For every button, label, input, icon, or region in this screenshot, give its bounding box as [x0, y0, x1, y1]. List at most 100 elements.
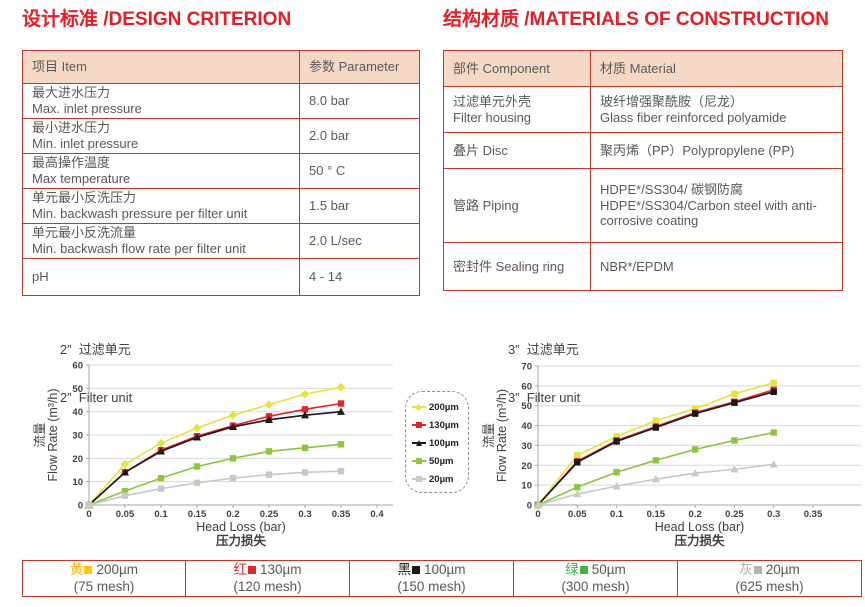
svg-text:压力损失: 压力损失 — [216, 533, 267, 548]
svg-text:0.3: 0.3 — [298, 509, 311, 520]
item-cn: 最高操作温度 — [32, 155, 111, 171]
svg-text:0.35: 0.35 — [804, 509, 823, 520]
item-cell: 最高操作温度 Max temperature — [23, 154, 299, 188]
legend-label: 50µm — [429, 455, 454, 467]
svg-text:0.05: 0.05 — [116, 509, 135, 520]
legend-label: 130µm — [429, 419, 459, 431]
legend-line — [412, 458, 426, 464]
color-swatch-icon — [753, 566, 762, 575]
diamond-marker-icon — [414, 403, 423, 411]
legend-item: 20µm — [406, 470, 468, 488]
component-cn: 管路 Piping — [453, 197, 519, 213]
mesh-legend-cell: 黄 200µm (75 mesh) — [23, 561, 185, 596]
color-name-cn: 绿 — [565, 562, 579, 578]
design-criterion-heading: 设计标准 /DESIGN CRITERION — [22, 9, 292, 30]
value-cell: 50 ° C — [299, 154, 419, 188]
table-row: 管路 Piping HDPE*/SS304/ 碳钢防腐 HDPE*/SS304/… — [444, 168, 842, 242]
component-en: Filter housing — [453, 109, 532, 125]
mesh-size: 20µm — [765, 562, 800, 578]
component-cell: 管路 Piping — [444, 169, 590, 242]
color-swatch-icon — [247, 566, 256, 575]
chart-title-en: 2” Filter unit — [60, 390, 133, 406]
table-row: 过滤单元外壳 Filter housing 玻纤增强聚酰胺（尼龙） Glass … — [444, 86, 842, 132]
square-marker-icon — [416, 458, 422, 464]
mesh-size: 50µm — [591, 562, 626, 578]
color-name-cn: 黄 — [69, 562, 84, 578]
square-marker-icon — [416, 422, 422, 428]
item-cn: 单元最小反洗压力 — [32, 190, 137, 206]
mesh-legend-cell: 灰 20µm (625 mesh) — [677, 561, 861, 596]
chart-title-en: 3” Filter unit — [508, 390, 581, 406]
svg-text:0.2: 0.2 — [226, 509, 239, 520]
value-cell: 2.0 L/sec — [299, 224, 419, 258]
svg-text:0.1: 0.1 — [154, 509, 168, 520]
legend-label: 100µm — [429, 437, 459, 449]
svg-text:0.3: 0.3 — [767, 509, 780, 520]
svg-text:Head Loss (bar): Head Loss (bar) — [655, 520, 745, 534]
mesh-legend-cell: 绿 50µm (300 mesh) — [513, 561, 677, 596]
mesh-size: 130µm — [259, 562, 302, 578]
material-en: Glass fiber reinforced polyamide — [600, 109, 787, 125]
item-cn: 最大进水压力 — [32, 85, 111, 101]
column-header-material: 材质 Material — [590, 51, 842, 86]
table-header-row: 部件 Component 材质 Material — [444, 51, 842, 86]
chart-title-2inch: 2” 过滤单元 2” Filter unit — [60, 309, 132, 439]
item-cn: 单元最小反洗流量 — [32, 225, 137, 241]
component-cn: 密封件 Sealing ring — [453, 258, 565, 274]
table-row: 单元最小反洗压力 Min. backwash pressure per filt… — [23, 188, 419, 223]
svg-text:30: 30 — [521, 441, 532, 452]
material-cn: HDPE*/SS304/ 碳钢防腐 — [600, 182, 744, 198]
svg-text:50: 50 — [72, 384, 83, 395]
material-cell: 玻纤增强聚酰胺（尼龙） Glass fiber reinforced polya… — [590, 87, 842, 132]
chart-legend-box: 200µm 130µm 100µm 50µm 20µm — [405, 391, 469, 493]
table-row: 叠片 Disc 聚丙烯（PP）Polypropylene (PP) — [444, 132, 842, 168]
value-cell: 1.5 bar — [299, 189, 419, 223]
material-en: HDPE*/SS304/Carbon steel with anti-corro… — [600, 197, 817, 229]
flow-rate-chart-3inch: 0 10 20 30 40 50 60 70 0 0.05 0.1 0.15 0.2 0.25 0.3 0.3… — [482, 362, 861, 548]
legend-item: 130µm — [406, 416, 468, 434]
color-swatch-icon — [579, 566, 588, 575]
mesh-count: (625 mesh) — [735, 578, 804, 594]
svg-text:0.25: 0.25 — [260, 509, 279, 520]
svg-text:0: 0 — [86, 509, 91, 520]
svg-text:0.1: 0.1 — [610, 509, 624, 520]
svg-text:0.2: 0.2 — [689, 509, 702, 520]
item-cell: 最小进水压力 Min. inlet pressure — [23, 119, 299, 153]
item-en: Min. backwash flow rate per filter unit — [32, 241, 246, 256]
material-cn: NBR*/EPDM — [600, 258, 674, 274]
svg-text:0.35: 0.35 — [332, 509, 351, 520]
table-header-row: 项目 Item 参数 Parameter — [23, 51, 419, 83]
mesh-legend-cell: 红 130µm (120 mesh) — [185, 561, 349, 596]
value-cell: 2.0 bar — [299, 119, 419, 153]
svg-text:0.4: 0.4 — [370, 509, 384, 520]
color-name-cn: 灰 — [739, 562, 753, 578]
legend-item: 100µm — [406, 434, 468, 452]
item-cell: 单元最小反洗流量 Min. backwash flow rate per fil… — [23, 224, 299, 258]
item-cell: pH — [23, 259, 299, 295]
item-en: Max temperature — [32, 171, 131, 186]
table-row: 最小进水压力 Min. inlet pressure 2.0 bar — [23, 118, 419, 153]
legend-item: 50µm — [406, 452, 468, 470]
mesh-size: 100µm — [423, 562, 466, 578]
color-swatch-icon — [84, 566, 93, 575]
column-header-parameter: 参数 Parameter — [299, 51, 419, 83]
svg-text:20: 20 — [521, 461, 532, 472]
color-name-cn: 黑 — [397, 562, 411, 578]
legend-line — [412, 476, 426, 482]
table-row: 最高操作温度 Max temperature 50 ° C — [23, 153, 419, 188]
color-name-cn: 红 — [233, 562, 247, 578]
svg-text:流量Flow Rate (m³/h): 流量Flow Rate (m³/h) — [482, 389, 509, 482]
legend-line — [412, 403, 426, 411]
svg-text:50: 50 — [521, 401, 532, 412]
item-cn: pH — [32, 269, 49, 285]
value-cell: 8.0 bar — [299, 84, 419, 118]
svg-text:30: 30 — [72, 431, 83, 442]
legend-label: 200µm — [429, 401, 459, 413]
column-header-item: 项目 Item — [32, 59, 87, 75]
svg-text:0.25: 0.25 — [725, 509, 744, 520]
legend-item: 200µm — [406, 398, 468, 416]
item-en: Min. inlet pressure — [32, 136, 139, 151]
design-criterion-table: 项目 Item 参数 Parameter 最大进水压力 Max. inlet p… — [22, 50, 420, 296]
column-header-component: 部件 Component — [453, 60, 550, 76]
item-cn: 最小进水压力 — [32, 120, 111, 136]
